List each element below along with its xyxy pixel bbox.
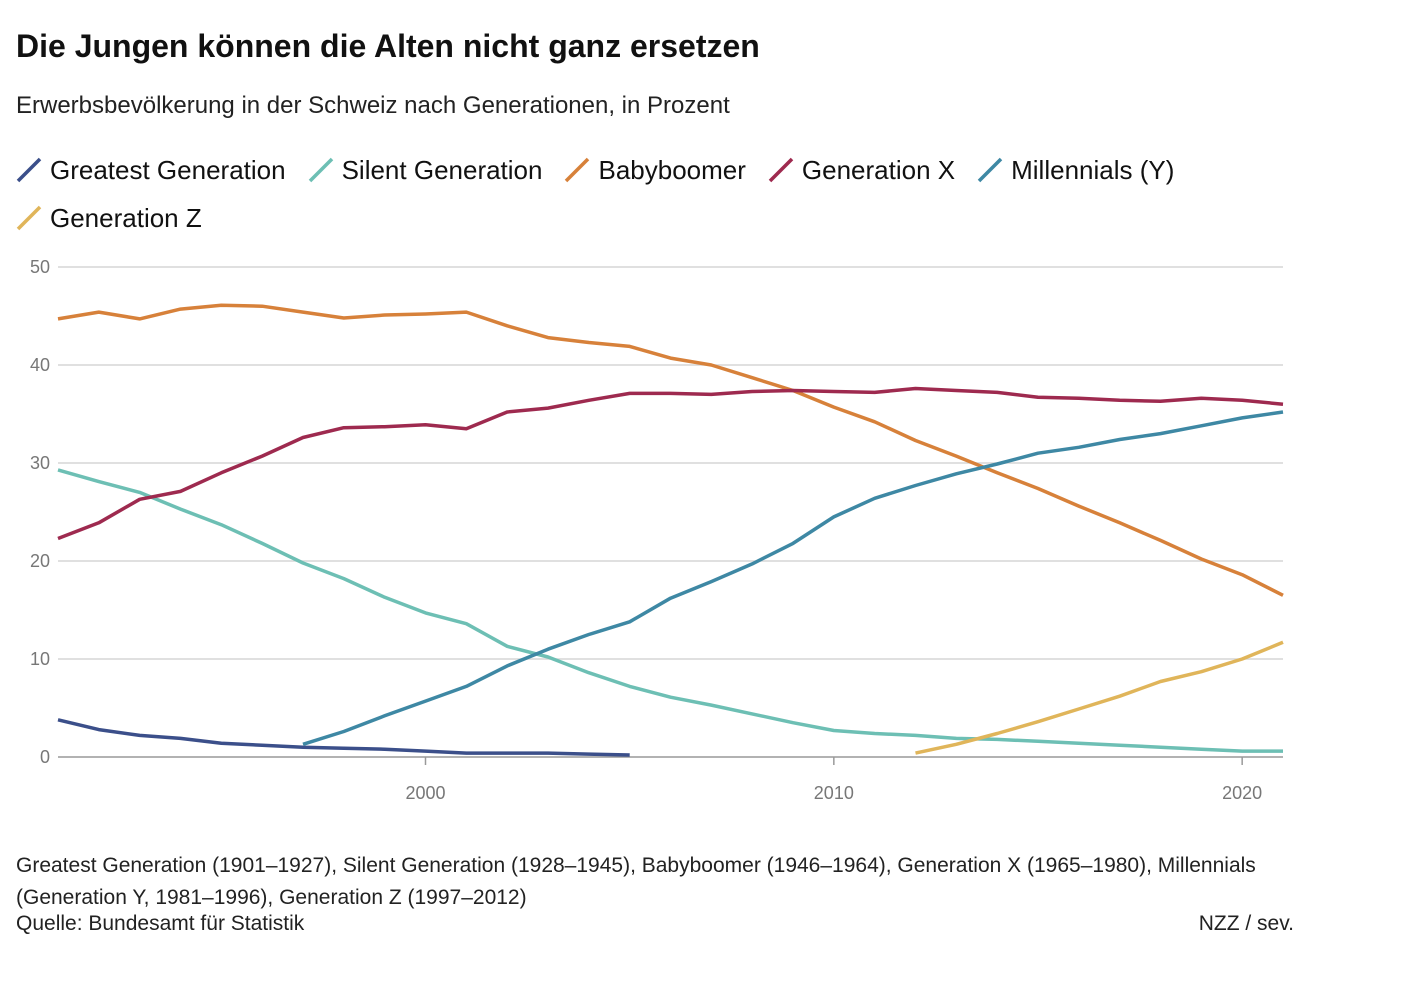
legend-swatch	[565, 157, 590, 183]
x-tick-label: 2000	[405, 783, 445, 803]
line	[57, 386, 1284, 541]
y-tick-label: 50	[30, 257, 50, 277]
line	[57, 718, 630, 757]
line	[57, 468, 1283, 753]
legend-icon	[768, 157, 794, 183]
legend-label: Millennials (Y)	[1011, 154, 1175, 185]
legend-item: Millennials (Y)	[977, 152, 1174, 188]
credit: NZZ / sev.	[1198, 912, 1294, 935]
footnote: Greatest Generation (1901–1927), Silent …	[16, 854, 1256, 909]
legend-item: Generation Z	[16, 200, 202, 236]
legend-swatch	[16, 157, 42, 183]
line	[915, 640, 1284, 755]
legend-icon	[565, 157, 590, 183]
y-tick-label: 0	[40, 747, 50, 767]
line	[302, 410, 1284, 746]
y-tick-label: 30	[30, 453, 50, 473]
chart: 0 10 20 30 40 50 2000 2010 2020	[30, 257, 1284, 803]
legend-item: Silent Generation	[308, 152, 543, 188]
legend-label: Silent Generation	[341, 154, 543, 185]
chart-subtitle: Erwerbsbevölkerung in der Schweiz nach G…	[16, 92, 730, 119]
y-tick-label: 10	[30, 649, 50, 669]
legend-swatch	[768, 157, 794, 183]
legend-swatch	[308, 157, 333, 183]
x-tick-label: 2010	[814, 783, 854, 803]
line	[57, 303, 1284, 597]
y-tick-label: 40	[30, 355, 50, 375]
x-tick-label: 2020	[1222, 783, 1262, 803]
legend-icon	[977, 157, 1003, 183]
legend-item: Generation X	[768, 152, 955, 188]
legend-item: Greatest Generation	[16, 152, 286, 188]
y-tick-label: 20	[30, 551, 50, 571]
legend-label: Greatest Generation	[50, 154, 286, 185]
legend-item: Babyboomer	[564, 152, 746, 188]
legend-label: Generation X	[801, 154, 956, 185]
legend-label: Babyboomer	[598, 154, 746, 185]
legend-label: Generation Z	[50, 202, 202, 233]
legend-icon	[16, 157, 42, 183]
legend-icon	[308, 157, 333, 183]
legend: Greatest Generation Silent Generation Baby…	[16, 152, 1296, 236]
legend-swatch	[16, 205, 42, 231]
legend-swatch	[977, 157, 1003, 183]
source: Quelle: Bundesamt für Statistik	[16, 912, 305, 935]
chart-title: Die Jungen können die Alten nicht ganz e…	[16, 28, 760, 64]
legend-icon	[16, 205, 42, 231]
